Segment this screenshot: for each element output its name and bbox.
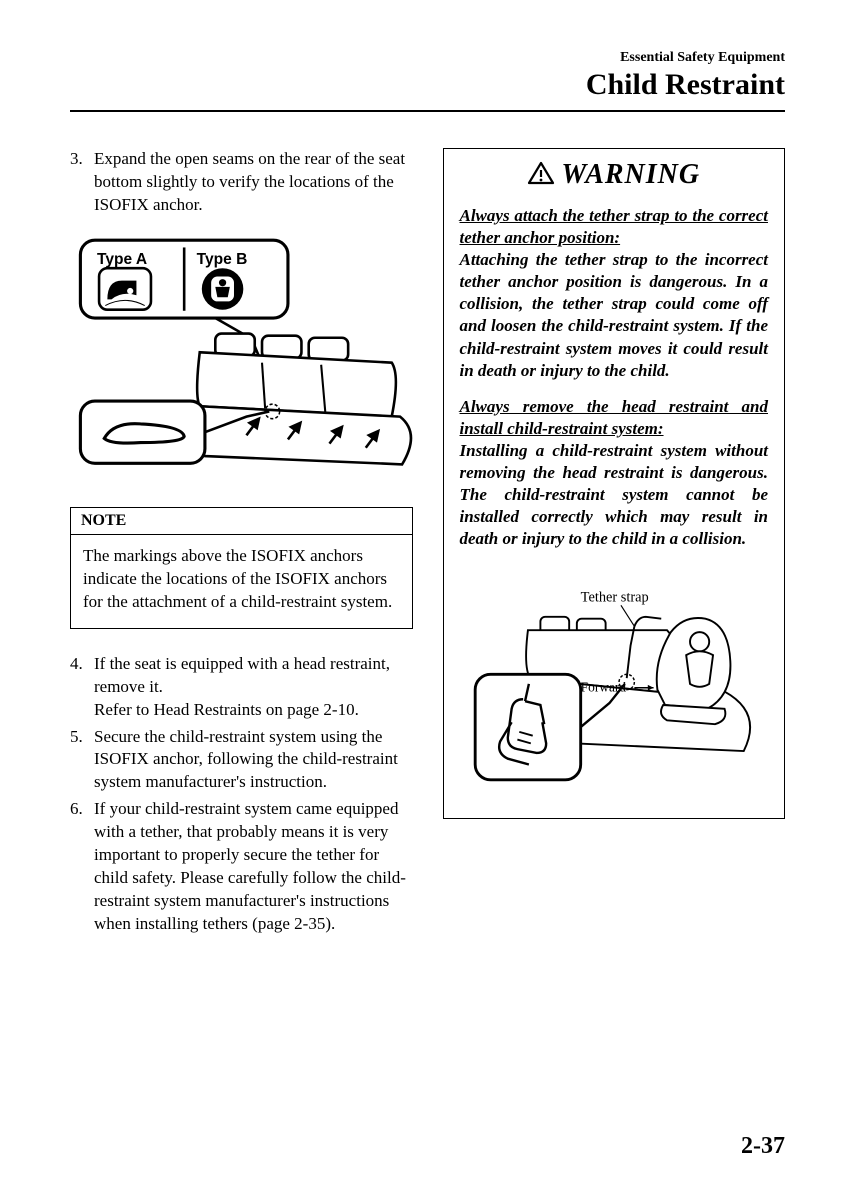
step-4: 4. If the seat is equipped with a head r… bbox=[70, 653, 413, 722]
step-6: 6. If your child-restraint system came e… bbox=[70, 798, 413, 936]
warning-2-heading: Always remove the head restraint and ins… bbox=[460, 397, 769, 438]
type-a-label: Type A bbox=[97, 251, 147, 268]
step-text: Expand the open seams on the rear of the… bbox=[94, 148, 413, 217]
step-text: Secure the child-restraint system using … bbox=[94, 726, 413, 795]
note-box: NOTE The markings above the ISOFIX ancho… bbox=[70, 507, 413, 629]
step-number: 6. bbox=[70, 798, 94, 936]
header-rule bbox=[70, 110, 785, 112]
tether-strap-label: Tether strap bbox=[580, 590, 648, 606]
content-columns: 3. Expand the open seams on the rear of … bbox=[70, 148, 785, 940]
page-header: Essential Safety Equipment Child Restrai… bbox=[70, 50, 785, 102]
step-number: 4. bbox=[70, 653, 94, 722]
step-3: 3. Expand the open seams on the rear of … bbox=[70, 148, 413, 217]
page-number: 2-37 bbox=[741, 1133, 785, 1160]
step-5: 5. Secure the child-restraint system usi… bbox=[70, 726, 413, 795]
left-column: 3. Expand the open seams on the rear of … bbox=[70, 148, 413, 940]
type-b-label: Type B bbox=[197, 251, 248, 268]
warning-box: WARNING Always attach the tether strap t… bbox=[443, 148, 786, 819]
warning-body: Always attach the tether strap to the co… bbox=[444, 197, 785, 578]
note-body: The markings above the ISOFIX anchors in… bbox=[71, 535, 412, 628]
warning-icon bbox=[527, 161, 555, 185]
header-title: Child Restraint bbox=[70, 68, 785, 102]
tether-figure: Tether strap bbox=[444, 578, 785, 818]
forward-label: Forward bbox=[580, 680, 626, 695]
warning-title: WARNING bbox=[444, 149, 785, 197]
warning-2-text: Installing a child-restraint system with… bbox=[460, 441, 769, 548]
step-text: If your child-restraint system came equi… bbox=[94, 798, 413, 936]
isofix-figure: Type A Type B bbox=[70, 235, 413, 489]
header-category: Essential Safety Equipment bbox=[70, 50, 785, 66]
step-number: 5. bbox=[70, 726, 94, 795]
right-column: WARNING Always attach the tether strap t… bbox=[443, 148, 786, 940]
step-number: 3. bbox=[70, 148, 94, 217]
warning-1-text: Attaching the tether strap to the incorr… bbox=[460, 250, 769, 379]
warning-1-heading: Always attach the tether strap to the co… bbox=[460, 206, 769, 247]
step-text: If the seat is equipped with a head rest… bbox=[94, 653, 413, 722]
note-title: NOTE bbox=[71, 508, 412, 535]
